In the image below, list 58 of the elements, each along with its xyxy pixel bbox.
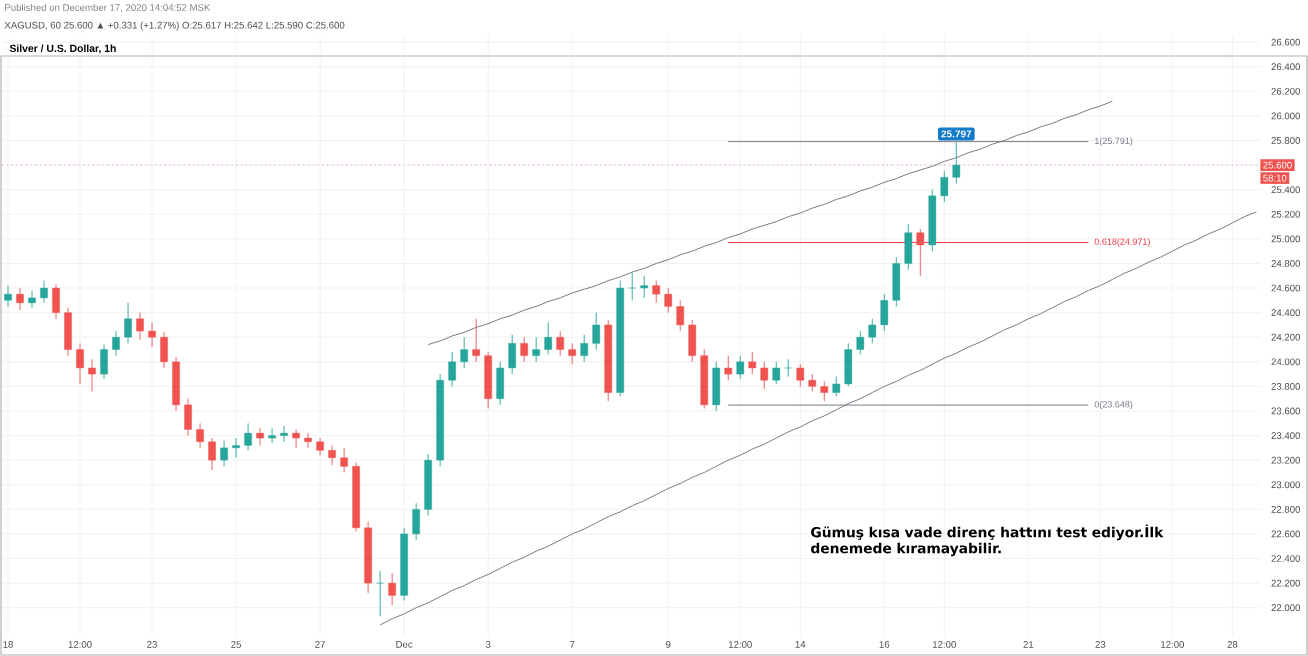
candlestick (556, 330, 564, 357)
candlestick (568, 342, 576, 365)
candlestick (580, 334, 588, 363)
candlestick (256, 427, 264, 446)
candlestick (268, 427, 276, 444)
candlestick (412, 502, 420, 541)
candlestick (652, 280, 661, 304)
candlestick (28, 290, 36, 309)
candlestick (508, 334, 516, 375)
candlestick (232, 437, 240, 459)
candlestick (712, 361, 721, 412)
candlestick (484, 351, 492, 409)
candlestick (316, 437, 324, 456)
candlestick (52, 283, 60, 320)
candlestick (4, 285, 12, 307)
candlestick (388, 572, 396, 606)
candlestick (88, 358, 96, 392)
candlestick (244, 422, 252, 451)
candlestick (340, 447, 348, 473)
candlestick (172, 356, 180, 412)
candlestick (280, 425, 288, 443)
candlestick (112, 330, 120, 357)
candlestick (916, 228, 925, 277)
candlestick (532, 336, 540, 363)
candlestick (460, 336, 468, 369)
candlestick (772, 361, 781, 385)
candlestick (136, 312, 144, 341)
candlestick (16, 287, 24, 311)
candlestick (328, 444, 336, 466)
candlestick (496, 361, 504, 406)
candlestick (376, 570, 384, 617)
candlestick (592, 312, 600, 350)
candlestick (220, 440, 228, 467)
candlestick (472, 318, 480, 363)
candlestick (76, 342, 84, 385)
candlestick (184, 398, 192, 437)
candlestick (100, 344, 108, 380)
candlestick (520, 336, 528, 363)
candlestick (196, 422, 204, 449)
candlestick (208, 437, 216, 471)
candlestick (736, 355, 745, 380)
candlestick (724, 355, 733, 381)
candlestick (676, 299, 685, 332)
candlestick (628, 272, 637, 301)
candlestick (160, 331, 168, 369)
line-series (379, 211, 1257, 626)
candlestick (292, 428, 300, 449)
candlestick (40, 280, 48, 304)
candlestick (664, 287, 673, 314)
candlestick (448, 351, 456, 387)
candlestick (688, 319, 697, 363)
candlestick (64, 307, 72, 357)
candlestick (544, 322, 552, 355)
candlestick (640, 275, 649, 299)
candlestick (784, 358, 793, 378)
candlestick (304, 432, 312, 449)
candlestick (124, 302, 132, 344)
candlestick (148, 322, 156, 348)
